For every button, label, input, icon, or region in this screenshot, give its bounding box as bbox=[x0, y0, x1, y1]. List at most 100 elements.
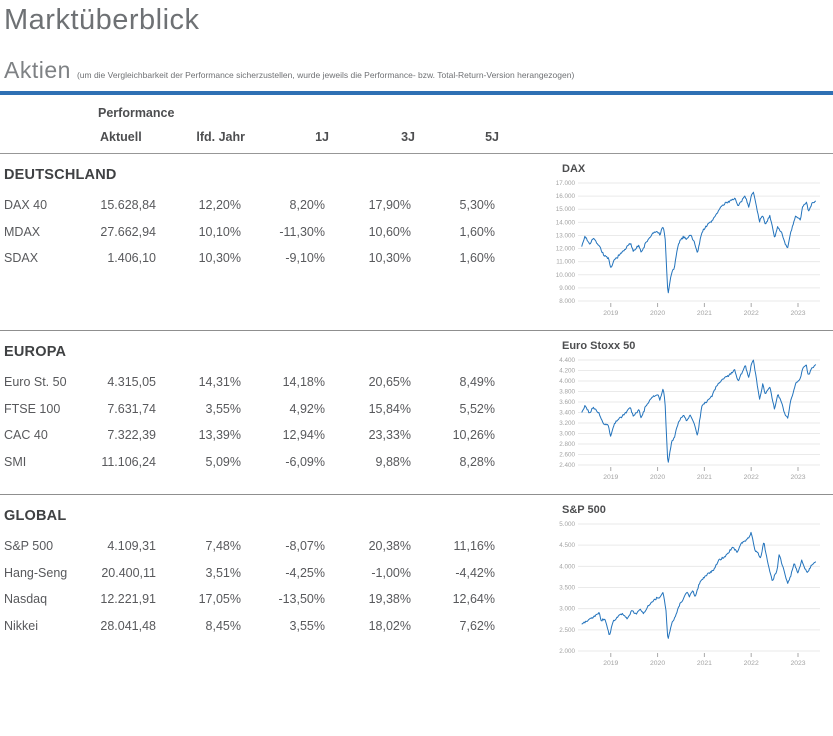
value-1j: 12,94% bbox=[282, 428, 325, 443]
value-5j: 7,62% bbox=[459, 618, 495, 633]
table-row: MDAX 27.662,94 10,10% -11,30% 10,60% 1,6… bbox=[4, 219, 544, 246]
section-table: GLOBAL S&P 500 4.109,31 7,48% -8,07% 20,… bbox=[0, 495, 544, 639]
svg-text:2021: 2021 bbox=[697, 474, 712, 481]
value-aktuell: 7.322,39 bbox=[107, 428, 156, 443]
value-aktuell: 4.109,31 bbox=[107, 539, 156, 554]
value-1j: 4,92% bbox=[289, 401, 325, 416]
value-1j: 8,20% bbox=[289, 198, 325, 213]
market-section: EUROPA Euro St. 50 4.315,05 14,31% 14,18… bbox=[0, 331, 833, 485]
value-lfd-jahr: 10,30% bbox=[198, 251, 241, 266]
line-chart: 8.000 9.000 10.000 11.000 12.000 13.000 14.000… bbox=[556, 180, 820, 317]
accent-rule bbox=[0, 91, 833, 95]
value-lfd-jahr: 7,48% bbox=[205, 539, 241, 554]
svg-text:2022: 2022 bbox=[744, 660, 759, 667]
value-lfd-jahr: 12,20% bbox=[198, 198, 241, 213]
value-5j: 8,49% bbox=[459, 375, 495, 390]
svg-text:4.000: 4.000 bbox=[559, 563, 575, 570]
column-header-lfd-jahr: lfd. Jahr bbox=[196, 130, 245, 144]
svg-text:10.000: 10.000 bbox=[556, 272, 576, 279]
svg-text:11.000: 11.000 bbox=[556, 259, 575, 266]
table-header: Performance Aktuell lfd. Jahr 1J 3J 5J bbox=[0, 106, 833, 144]
value-aktuell: 28.041,48 bbox=[100, 618, 156, 633]
value-1j: -9,10% bbox=[285, 251, 325, 266]
value-3j: 23,33% bbox=[368, 428, 411, 443]
table-row: S&P 500 4.109,31 7,48% -8,07% 20,38% 11,… bbox=[4, 533, 544, 560]
section-divider bbox=[0, 494, 833, 495]
index-name: CAC 40 bbox=[4, 428, 48, 443]
table-row: FTSE 100 7.631,74 3,55% 4,92% 15,84% 5,5… bbox=[4, 396, 544, 423]
table-row: SDAX 1.406,10 10,30% -9,10% 10,30% 1,60% bbox=[4, 245, 544, 272]
value-3j: 18,02% bbox=[368, 618, 411, 633]
svg-text:5.000: 5.000 bbox=[559, 521, 575, 528]
svg-text:14.000: 14.000 bbox=[556, 219, 576, 226]
section-chart: S&P 500 2.000 2.500 3.000 3.500 4.000 4.500 5.… bbox=[548, 495, 833, 671]
section-table: DEUTSCHLAND DAX 40 15.628,84 12,20% 8,20… bbox=[0, 154, 544, 272]
svg-text:2020: 2020 bbox=[650, 660, 665, 667]
value-lfd-jahr: 17,05% bbox=[198, 592, 241, 607]
index-name: S&P 500 bbox=[4, 539, 54, 554]
group-header-performance: Performance bbox=[98, 106, 175, 120]
column-header-3j: 3J bbox=[401, 130, 415, 144]
column-header-5j: 5J bbox=[485, 130, 499, 144]
table-row: DAX 40 15.628,84 12,20% 8,20% 17,90% 5,3… bbox=[4, 192, 544, 219]
value-lfd-jahr: 3,51% bbox=[205, 565, 241, 580]
value-lfd-jahr: 3,55% bbox=[205, 401, 241, 416]
value-aktuell: 7.631,74 bbox=[107, 401, 156, 416]
value-1j: -6,09% bbox=[285, 454, 325, 469]
index-name: Nasdaq bbox=[4, 592, 48, 607]
chart-title: Euro Stoxx 50 bbox=[562, 340, 636, 352]
value-3j: 20,38% bbox=[368, 539, 411, 554]
table-row: Nasdaq 12.221,91 17,05% -13,50% 19,38% 1… bbox=[4, 586, 544, 613]
value-3j: 15,84% bbox=[368, 401, 411, 416]
value-3j: 17,90% bbox=[368, 198, 411, 213]
index-name: SDAX bbox=[4, 251, 39, 266]
svg-text:3.500: 3.500 bbox=[559, 585, 575, 592]
section-heading: Aktien bbox=[4, 57, 71, 83]
svg-text:3.000: 3.000 bbox=[559, 431, 575, 438]
market-section: DEUTSCHLAND DAX 40 15.628,84 12,20% 8,20… bbox=[0, 154, 833, 321]
svg-text:2.000: 2.000 bbox=[559, 648, 575, 655]
chart-title: S&P 500 bbox=[562, 504, 606, 516]
svg-text:3.000: 3.000 bbox=[559, 606, 575, 613]
value-aktuell: 20.400,11 bbox=[101, 565, 156, 580]
svg-text:2020: 2020 bbox=[650, 310, 665, 317]
value-lfd-jahr: 10,10% bbox=[198, 224, 241, 239]
value-aktuell: 1.406,10 bbox=[107, 251, 156, 266]
value-lfd-jahr: 13,39% bbox=[198, 428, 241, 443]
value-aktuell: 27.662,94 bbox=[100, 224, 156, 239]
svg-text:4.200: 4.200 bbox=[559, 368, 575, 375]
page-title: Marktüberblick bbox=[4, 4, 200, 36]
value-3j: 20,65% bbox=[368, 375, 411, 390]
value-1j: -4,25% bbox=[285, 565, 325, 580]
svg-text:15.000: 15.000 bbox=[556, 206, 576, 213]
value-5j: 1,60% bbox=[459, 251, 495, 266]
header-divider bbox=[0, 153, 833, 154]
value-5j: 11,16% bbox=[453, 539, 495, 554]
svg-text:16.000: 16.000 bbox=[556, 193, 576, 200]
value-1j: 3,55% bbox=[289, 618, 325, 633]
index-name: SMI bbox=[4, 454, 27, 469]
sections-container: DEUTSCHLAND DAX 40 15.628,84 12,20% 8,20… bbox=[0, 154, 833, 671]
value-5j: -4,42% bbox=[455, 565, 495, 580]
value-3j: -1,00% bbox=[371, 565, 411, 580]
value-3j: 9,88% bbox=[375, 454, 411, 469]
section-rows: S&P 500 4.109,31 7,48% -8,07% 20,38% 11,… bbox=[4, 533, 544, 639]
value-1j: -8,07% bbox=[285, 539, 325, 554]
svg-text:2021: 2021 bbox=[697, 310, 712, 317]
value-5j: 10,26% bbox=[452, 428, 495, 443]
column-header-spacer bbox=[4, 130, 92, 144]
table-row: SMI 11.106,24 5,09% -6,09% 9,88% 8,28% bbox=[4, 449, 544, 476]
svg-text:13.000: 13.000 bbox=[556, 232, 576, 239]
svg-text:4.400: 4.400 bbox=[559, 357, 575, 364]
svg-text:2023: 2023 bbox=[790, 660, 805, 667]
table-row: CAC 40 7.322,39 13,39% 12,94% 23,33% 10,… bbox=[4, 422, 544, 449]
line-chart: 2.000 2.500 3.000 3.500 4.000 4.500 5.000 2019 2… bbox=[559, 521, 820, 667]
svg-text:2022: 2022 bbox=[744, 310, 759, 317]
value-aktuell: 11.106,24 bbox=[101, 454, 156, 469]
value-aktuell: 15.628,84 bbox=[100, 198, 156, 213]
section-rows: Euro St. 50 4.315,05 14,31% 14,18% 20,65… bbox=[4, 369, 544, 475]
index-name: MDAX bbox=[4, 224, 41, 239]
index-name: Euro St. 50 bbox=[4, 375, 67, 390]
value-3j: 10,30% bbox=[368, 251, 411, 266]
